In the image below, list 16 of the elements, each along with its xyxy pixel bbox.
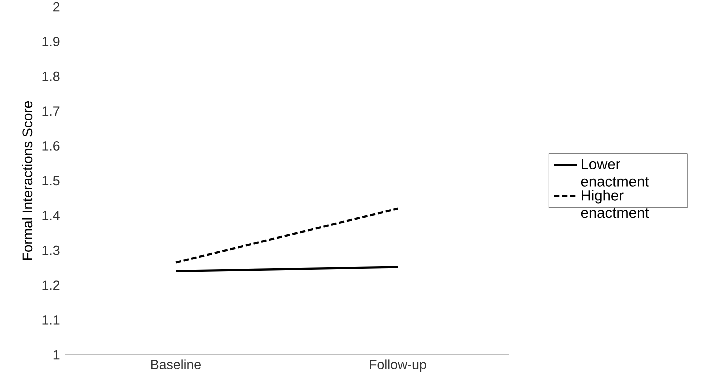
y-axis-title: Formal Interactions Score <box>22 102 33 260</box>
y-tick-label: 1.5 <box>42 176 60 186</box>
y-tick-label: 1.6 <box>42 141 60 151</box>
y-tick-label: 1.4 <box>42 211 60 220</box>
y-tick-label: 1.8 <box>42 72 60 82</box>
y-tick-label: 1.1 <box>42 316 60 325</box>
y-tick-label: 2 <box>54 2 60 12</box>
x-tick-label: Baseline <box>152 360 201 370</box>
legend-label: Higher enactment <box>581 190 650 218</box>
y-tick-label: 1.2 <box>42 280 60 290</box>
legend-label: Lower enactment <box>581 159 650 187</box>
x-tick-label: Follow-up <box>370 360 426 372</box>
y-tick-label: 1.9 <box>42 37 60 47</box>
y-tick-label: 1.7 <box>42 106 60 116</box>
y-tick-label: 1 <box>54 350 60 360</box>
y-tick-label: 1.3 <box>42 246 60 256</box>
